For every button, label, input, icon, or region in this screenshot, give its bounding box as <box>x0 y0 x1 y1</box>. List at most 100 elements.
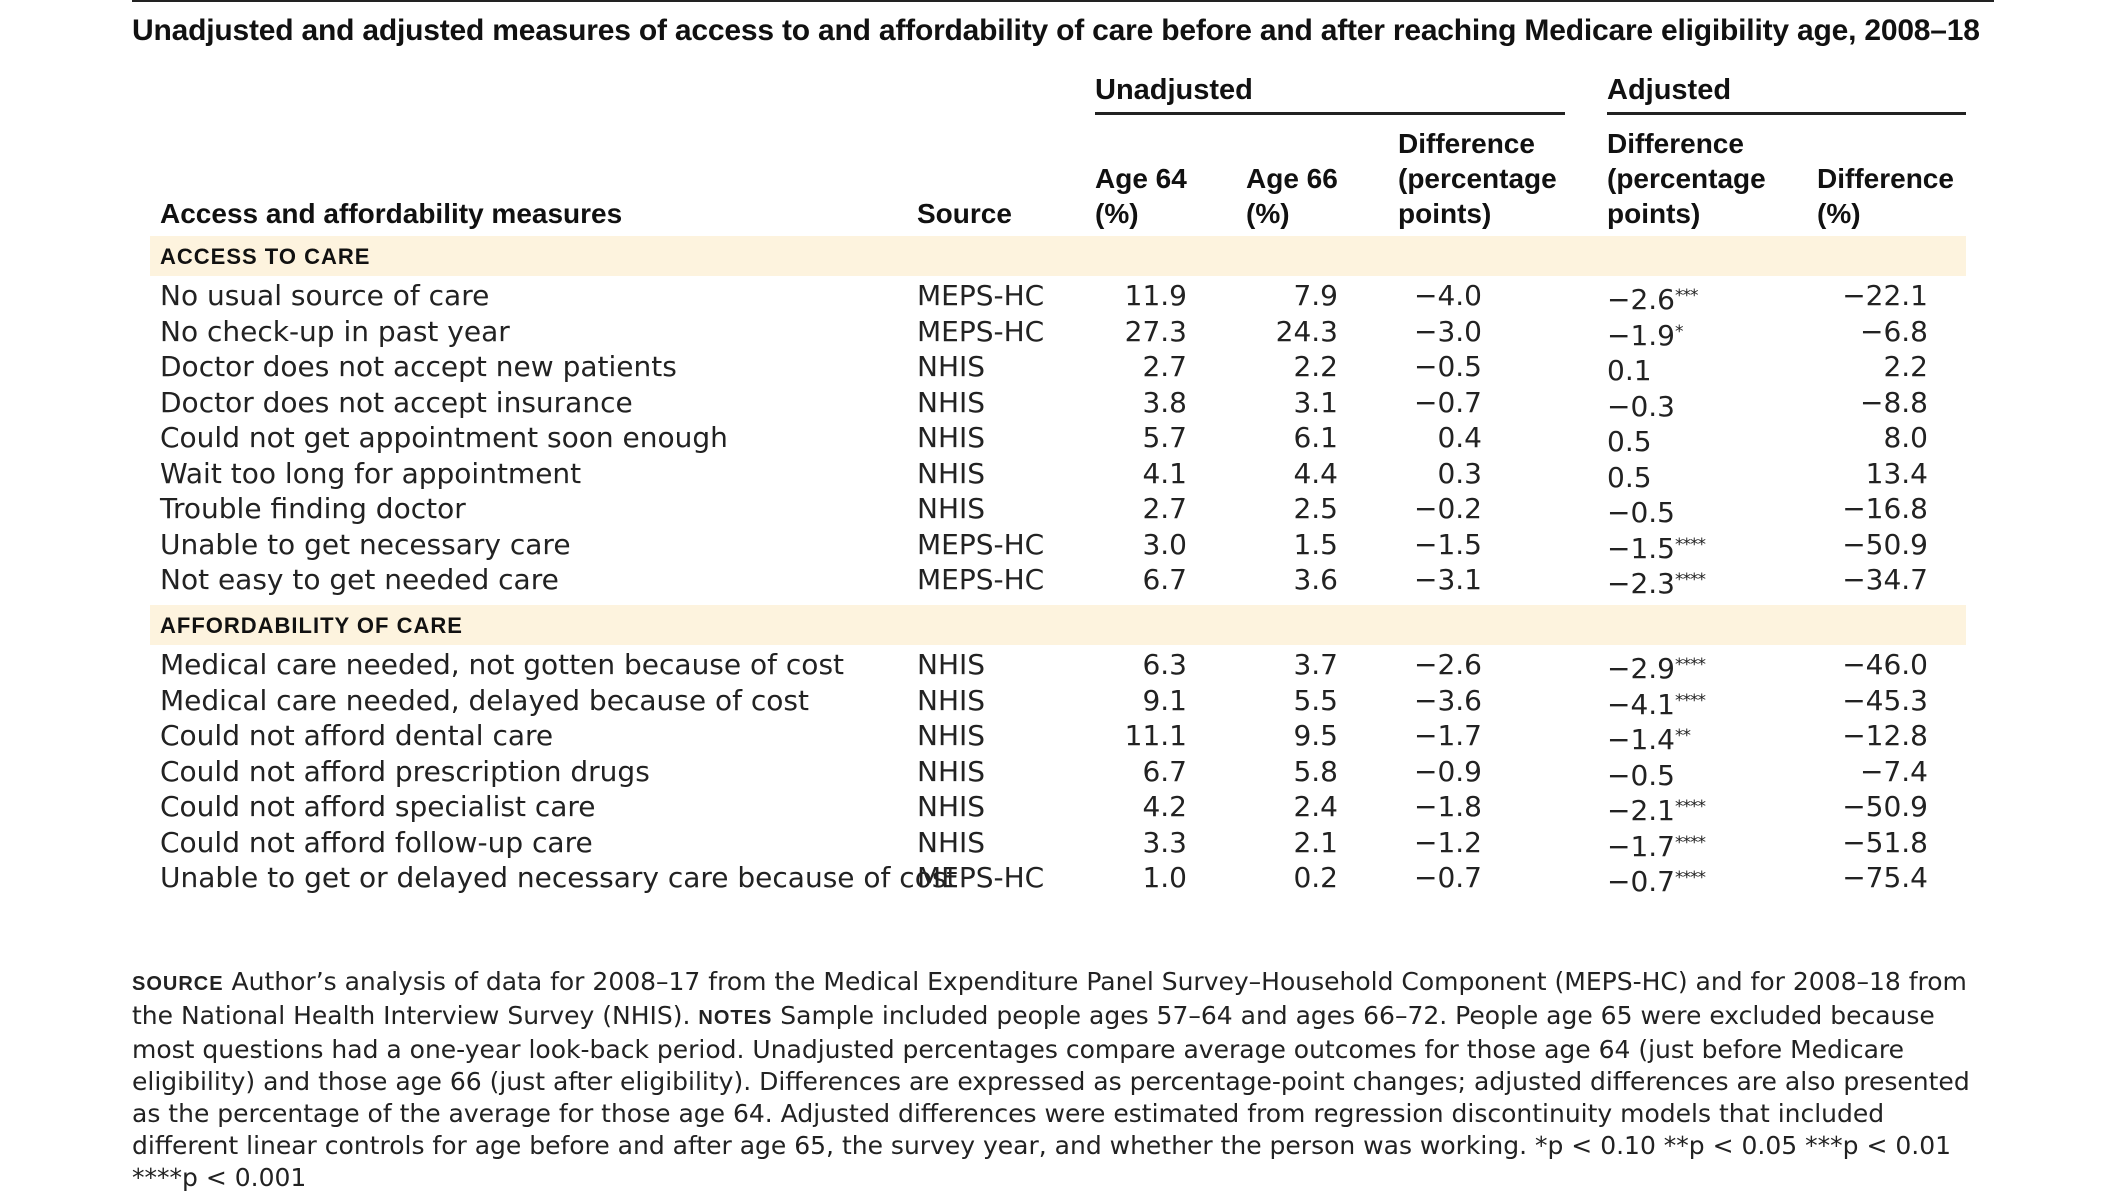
table-row: Unable to get necessary care MEPS-HC 3.0 1.… <box>0 527 2124 565</box>
adjusted-difference-cell: −4.1**** <box>1607 683 1706 723</box>
difference-cell: −1.2 <box>1414 825 1482 859</box>
difference-cell: −3.6 <box>1414 683 1482 717</box>
adjusted-difference-cell: −0.7**** <box>1607 860 1706 900</box>
difference-cell: −0.5 <box>1414 350 1482 383</box>
adjusted-difference-cell: −2.1**** <box>1607 789 1706 829</box>
table-row: Could not get appointment soon enough NHI… <box>0 420 2124 458</box>
age66-cell: 7.9 <box>1293 279 1338 312</box>
age66-cell: 2.2 <box>1293 350 1338 383</box>
measure-cell: No usual source of care <box>160 279 490 312</box>
adjusted-difference-value: −1.9 <box>1607 318 1675 352</box>
age64-cell: 3.0 <box>1142 527 1187 561</box>
table-row: Unable to get or delayed necessary care … <box>0 860 2124 898</box>
notes-text: Sample included people ages 57–64 and ag… <box>132 1001 1970 1160</box>
adjusted-difference-cell: −1.9* <box>1607 314 1683 354</box>
age66-cell: 1.5 <box>1293 527 1338 561</box>
age64-cell: 4.2 <box>1142 790 1187 823</box>
age64-cell: 6.7 <box>1142 563 1187 596</box>
age64-cell: 2.7 <box>1142 350 1187 383</box>
age66-cell: 2.1 <box>1293 825 1338 859</box>
difference-cell: −0.2 <box>1414 492 1482 525</box>
source-cell: MEPS-HC <box>917 861 1045 894</box>
top-rule <box>132 0 1994 2</box>
adjusted-percent-cell: −16.8 <box>1842 492 1928 525</box>
measure-cell: Doctor does not accept new patients <box>160 350 677 383</box>
section-title: AFFORDABILITY OF CARE <box>160 613 463 638</box>
adjusted-difference-cell: −1.5**** <box>1607 527 1706 567</box>
significance-stars: **** <box>1675 797 1706 817</box>
column-header-difference-adjusted-percent: Difference (%) <box>1817 163 1954 229</box>
age66-cell: 24.3 <box>1275 314 1338 348</box>
adjusted-percent-cell: −51.8 <box>1842 825 1928 859</box>
measure-cell: Doctor does not accept insurance <box>160 385 633 419</box>
age64-cell: 2.7 <box>1142 492 1187 525</box>
source-cell: NHIS <box>917 825 986 859</box>
source-text: Author’s analysis of data for 2008–17 fr… <box>132 967 1967 1030</box>
measure-cell: Could not get appointment soon enough <box>160 421 728 454</box>
significance-stars: **** <box>1675 832 1706 853</box>
source-cell: NHIS <box>917 421 986 454</box>
group-header-unadjusted: Unadjusted <box>1095 74 1253 106</box>
source-cell: NHIS <box>917 754 986 788</box>
difference-cell: −0.7 <box>1414 385 1482 419</box>
column-header-difference-unadjusted: Difference (percentage points) <box>1398 128 1557 229</box>
difference-cell: −0.9 <box>1414 754 1482 788</box>
column-header-age66: Age 66 (%) <box>1246 163 1338 229</box>
age66-cell: 3.6 <box>1293 563 1338 596</box>
adjusted-percent-cell: 2.2 <box>1883 350 1928 383</box>
adjusted-difference-value: −4.1 <box>1607 687 1675 721</box>
measure-cell: Could not afford dental care <box>160 719 554 752</box>
table-footer: SOURCE Author’s analysis of data for 200… <box>132 966 1994 1194</box>
table-row: Medical care needed, not gotten because … <box>0 647 2124 685</box>
age64-cell: 11.1 <box>1124 719 1187 752</box>
adjusted-difference-value: −2.9 <box>1607 652 1675 685</box>
age64-cell: 3.8 <box>1142 385 1187 419</box>
difference-cell: −1.5 <box>1414 527 1482 561</box>
age66-cell: 2.5 <box>1293 492 1338 525</box>
source-cell: NHIS <box>917 790 986 823</box>
adjusted-percent-cell: −8.8 <box>1860 385 1928 419</box>
table-title: Unadjusted and adjusted measures of acce… <box>132 14 1980 47</box>
adjusted-difference-value: 0.5 <box>1607 460 1652 494</box>
adjusted-difference-cell: −2.3**** <box>1607 562 1706 602</box>
measure-cell: Could not afford specialist care <box>160 790 596 823</box>
age64-cell: 11.9 <box>1124 279 1187 312</box>
significance-stars: ** <box>1675 726 1691 746</box>
age66-cell: 3.1 <box>1293 385 1338 419</box>
adjusted-difference-value: −2.1 <box>1607 794 1675 827</box>
measure-cell: Could not afford follow-up care <box>160 825 593 859</box>
difference-cell: −1.7 <box>1414 719 1482 752</box>
adjusted-difference-cell: −1.4** <box>1607 718 1691 758</box>
table-row: Not easy to get needed care MEPS-HC 6.7 3.6… <box>0 562 2124 600</box>
source-cell: NHIS <box>917 648 986 681</box>
adjusted-difference-cell: −0.3 <box>1607 385 1675 425</box>
measure-cell: Not easy to get needed care <box>160 563 559 596</box>
adjusted-difference-value: −0.5 <box>1607 758 1675 792</box>
difference-cell: −0.7 <box>1414 861 1482 894</box>
source-label: SOURCE <box>132 973 224 995</box>
adjusted-percent-cell: −7.4 <box>1860 754 1928 788</box>
section-title: ACCESS TO CARE <box>160 244 371 269</box>
age66-cell: 5.5 <box>1293 683 1338 717</box>
column-header-difference-adjusted-points: Difference (percentage points) <box>1607 128 1766 229</box>
adjusted-difference-cell: −1.7**** <box>1607 825 1706 865</box>
measure-cell: No check-up in past year <box>160 314 510 348</box>
adjusted-percent-cell: −45.3 <box>1842 683 1928 717</box>
significance-stars: **** <box>1675 570 1706 590</box>
source-cell: NHIS <box>917 456 986 490</box>
adjusted-difference-value: −1.5 <box>1607 531 1675 565</box>
difference-cell: −4.0 <box>1414 279 1482 312</box>
age66-cell: 6.1 <box>1293 421 1338 454</box>
adjusted-difference-value: −2.6 <box>1607 283 1675 316</box>
age64-cell: 3.3 <box>1142 825 1187 859</box>
adjusted-percent-cell: −12.8 <box>1842 719 1928 752</box>
age66-cell: 5.8 <box>1293 754 1338 788</box>
adjusted-difference-cell: −0.5 <box>1607 754 1675 794</box>
measure-cell: Medical care needed, delayed because of … <box>160 683 809 717</box>
adjusted-percent-cell: −22.1 <box>1842 279 1928 312</box>
source-cell: MEPS-HC <box>917 563 1045 596</box>
adjusted-difference-cell: −2.9**** <box>1607 647 1706 687</box>
significance-stars: **** <box>1675 655 1706 675</box>
group-header-adjusted: Adjusted <box>1607 74 1732 106</box>
adjusted-difference-value: 0.1 <box>1607 354 1652 387</box>
